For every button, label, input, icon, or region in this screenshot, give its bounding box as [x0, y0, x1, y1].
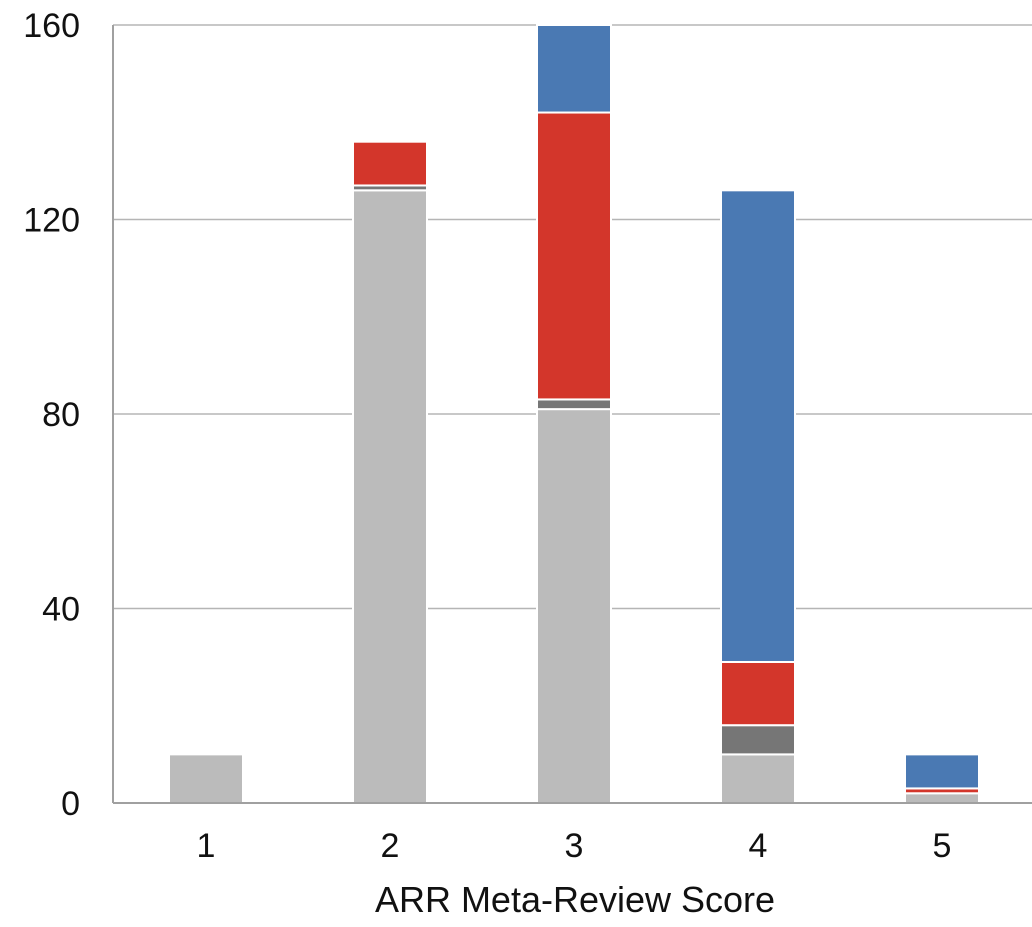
- bar-5-series-4: [904, 753, 980, 790]
- bar-4-series-4: [720, 189, 796, 663]
- y-tick-label-120: 120: [23, 202, 80, 240]
- y-tick-labels: 0 40 80 120 160: [23, 7, 80, 823]
- bar-3-series-4: [536, 24, 612, 114]
- bar-5-series-1: [904, 792, 980, 805]
- bar-4-series-1: [720, 753, 796, 804]
- x-tick-label-3: 3: [565, 827, 584, 865]
- y-tick-label-80: 80: [42, 396, 80, 434]
- x-tick-labels: 1 2 3 4 5: [197, 827, 952, 865]
- bar-3-series-1: [536, 408, 612, 804]
- bar-1-series-1: [168, 753, 244, 804]
- x-tick-label-4: 4: [749, 827, 768, 865]
- bar-4-series-2: [720, 724, 796, 756]
- axes: [112, 25, 1032, 804]
- x-tick-label-1: 1: [197, 827, 216, 865]
- x-tick-label-5: 5: [933, 827, 952, 865]
- bar-3-series-2: [536, 398, 612, 411]
- y-tick-label-40: 40: [42, 591, 80, 629]
- y-tick-label-160: 160: [23, 7, 80, 45]
- x-axis-title: ARR Meta-Review Score: [375, 879, 775, 920]
- x-tick-label-2: 2: [381, 827, 400, 865]
- bar-2-series-3: [352, 140, 428, 187]
- bar-3-series-3: [536, 111, 612, 401]
- bar-2-series-1: [352, 189, 428, 804]
- bar-4-series-3: [720, 660, 796, 727]
- y-tick-label-0: 0: [61, 785, 80, 823]
